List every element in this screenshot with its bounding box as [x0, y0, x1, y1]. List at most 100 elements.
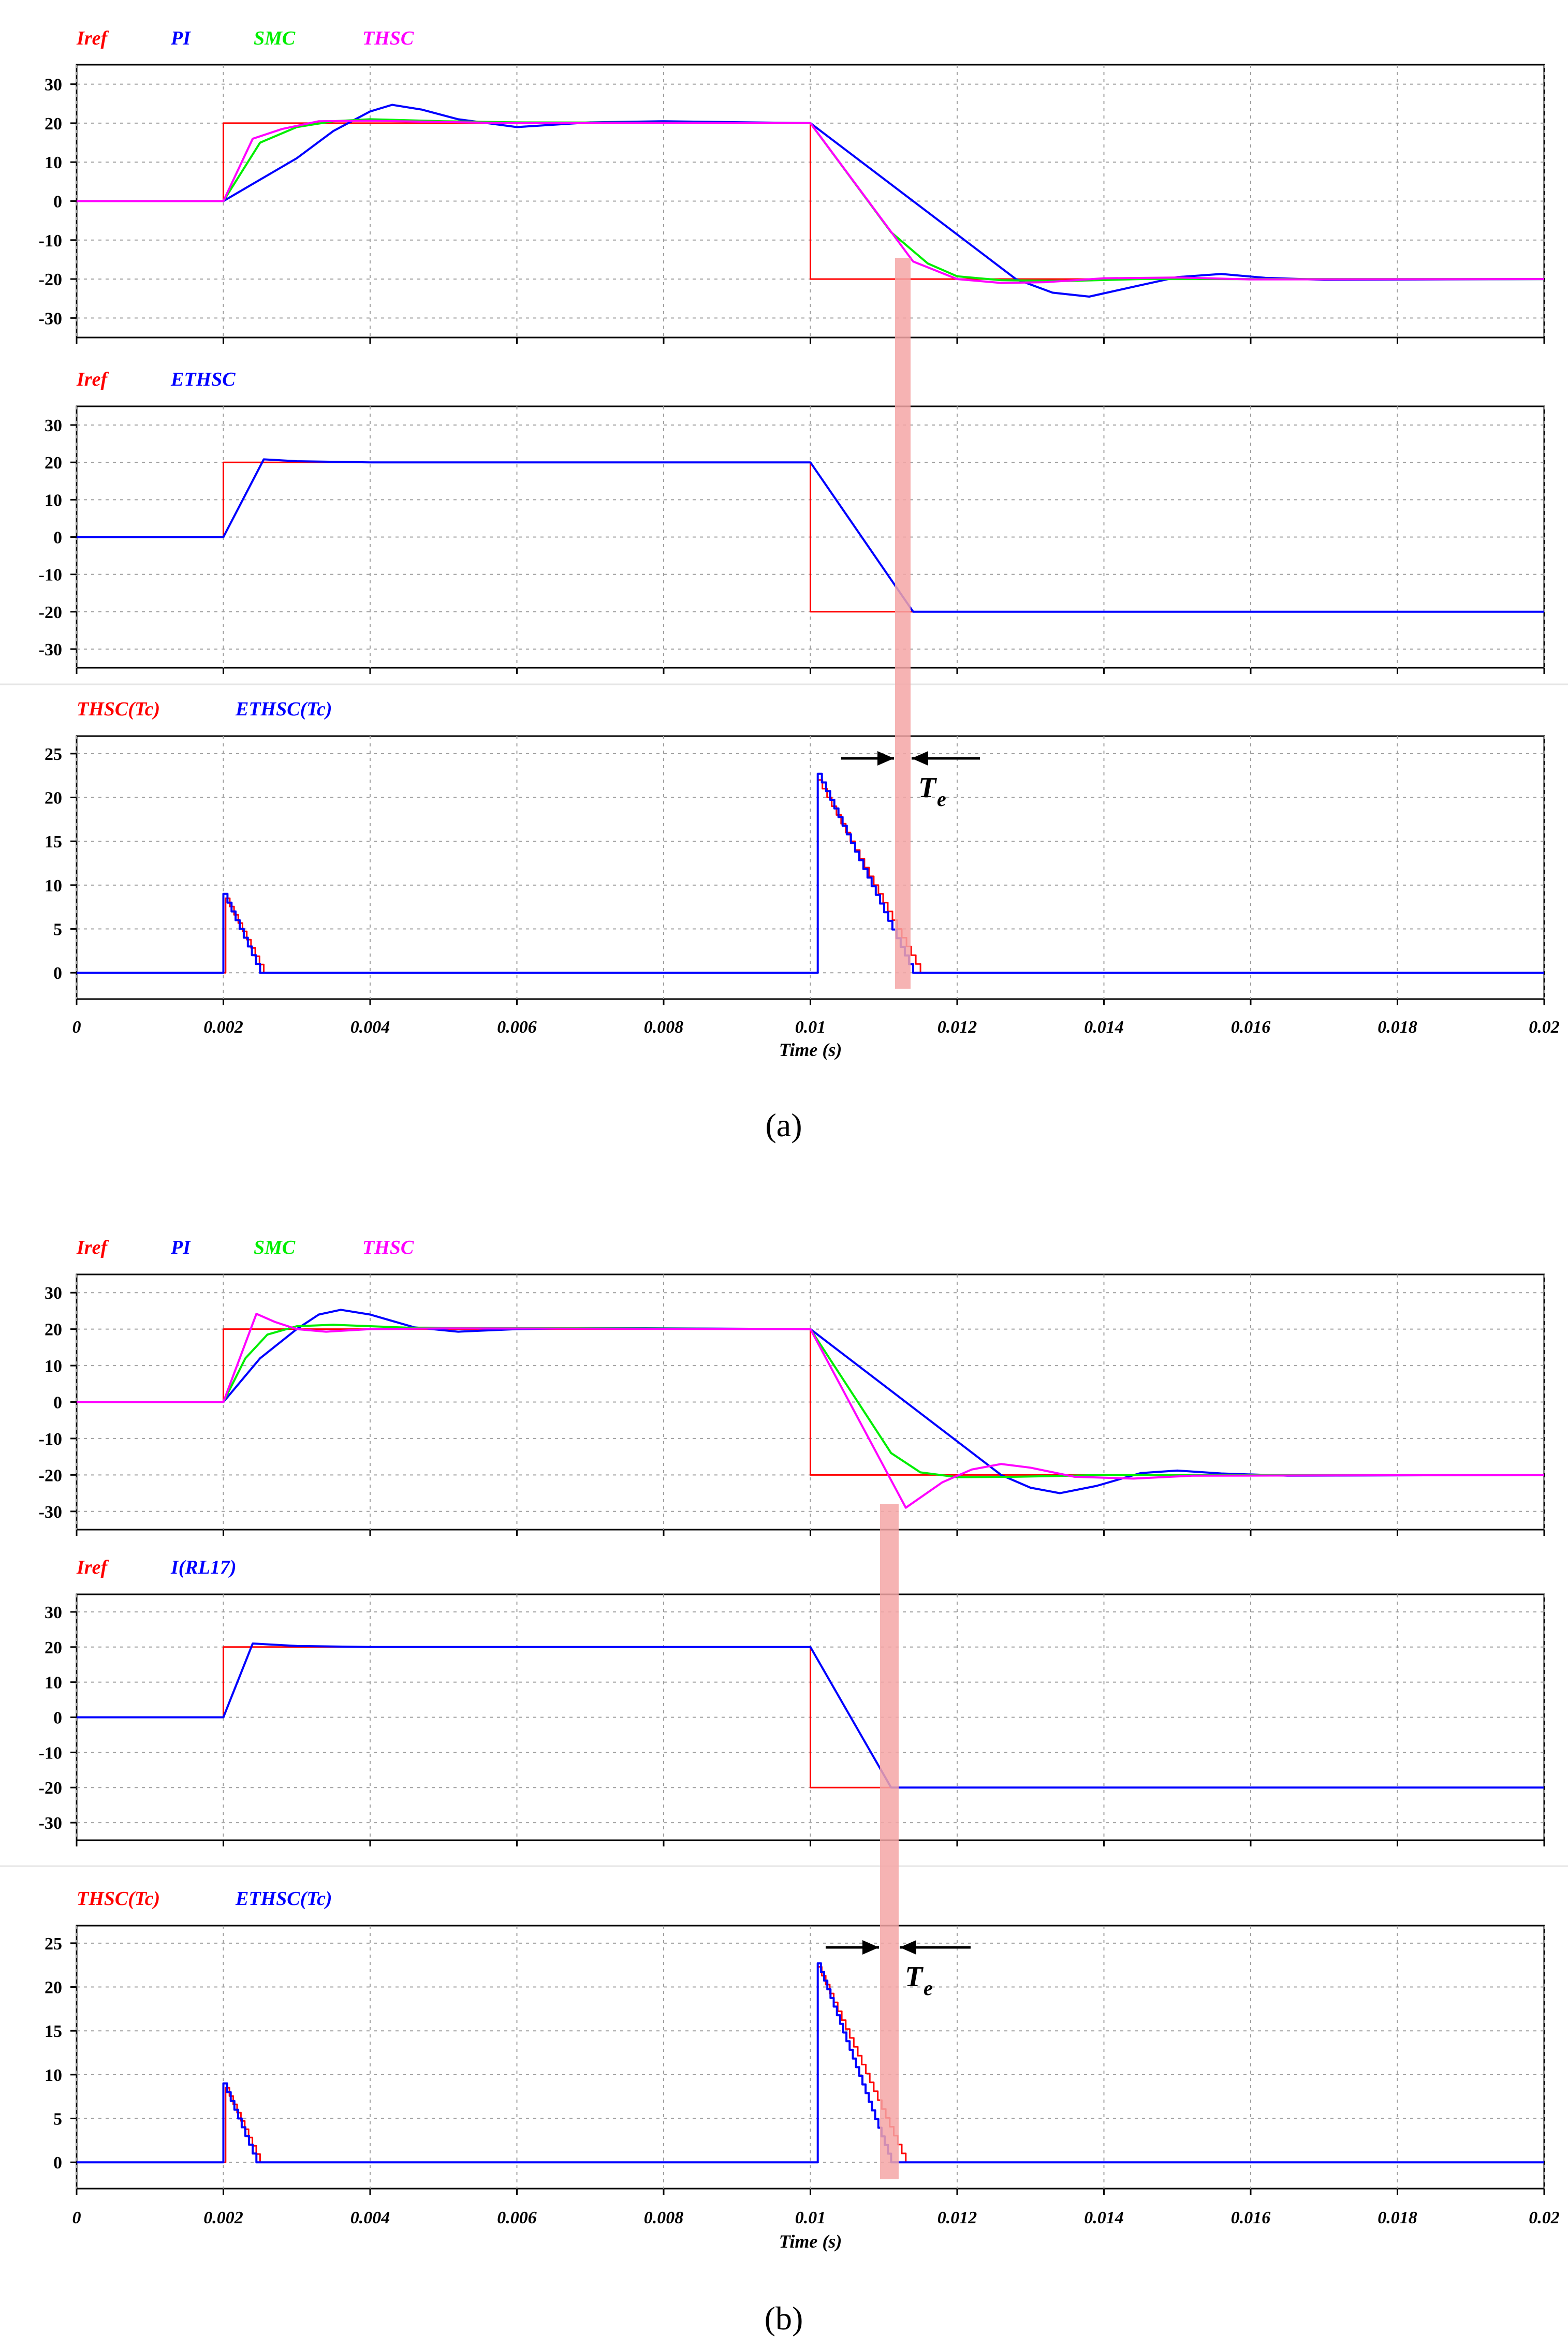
y-tick-label: 5 — [53, 2110, 62, 2129]
y-tick-label: -30 — [39, 1814, 62, 1833]
y-tick-label: -20 — [39, 1466, 62, 1485]
y-tick-label: 0 — [53, 964, 62, 983]
y-tick-label: -10 — [39, 1743, 62, 1763]
y-tick-label: 0 — [53, 529, 62, 548]
te-highlight-band — [880, 1504, 899, 2179]
legend-item: SMC — [254, 27, 296, 49]
x-tick-label: 0.006 — [497, 1018, 537, 1037]
y-tick-label: 15 — [45, 2022, 62, 2041]
x-tick-label: 0.01 — [795, 1018, 826, 1037]
y-tick-label: 20 — [45, 453, 62, 473]
subplot-2: Iref ETHSC 30 20 10 0 -10 -20 -30 — [39, 369, 1545, 674]
x-tick-label: 0.002 — [203, 1018, 243, 1037]
panel-caption: (b) — [765, 2300, 803, 2337]
legend-item: THSC(Tc) — [77, 698, 160, 720]
y-tick-label: 5 — [53, 920, 62, 940]
legend-item: ETHSC(Tc) — [235, 698, 332, 720]
subplot-6: THSC(Tc) ETHSC(Tc) 25 20 15 10 5 0 0 0.002 0.004 0.… — [45, 1888, 1560, 2252]
y-tick-label: 25 — [45, 1934, 62, 1954]
series-line-ethsc-tc- — [77, 1962, 1544, 2164]
x-tick-label: 0.014 — [1084, 2208, 1124, 2227]
y-tick-label: -30 — [39, 1503, 62, 1522]
legend-item: Iref — [76, 1557, 109, 1578]
legend-item: Iref — [76, 369, 109, 390]
subplot-3: THSC(Tc) ETHSC(Tc) 25 20 15 10 5 0 0 0.002 0.004 0.… — [45, 698, 1560, 1060]
x-tick-label: 0.016 — [1231, 1018, 1271, 1037]
legend-item: ETHSC — [170, 369, 236, 390]
y-tick-label: 30 — [45, 76, 62, 95]
x-tick-label: 0.006 — [497, 2208, 537, 2227]
legend-item: ETHSC(Tc) — [235, 1888, 332, 1910]
y-tick-label: 20 — [45, 789, 62, 808]
x-axis-label: Time (s) — [779, 2231, 842, 2252]
y-tick-label: 10 — [45, 153, 62, 172]
x-tick-label: 0.002 — [203, 2208, 243, 2227]
x-tick-label: 0.008 — [644, 2208, 684, 2227]
te-arrow-right — [900, 1940, 971, 1955]
y-tick-label: 20 — [45, 1978, 62, 1998]
y-tick-label: 25 — [45, 745, 62, 764]
y-tick-label: -10 — [39, 566, 62, 585]
x-tick-label: 0.004 — [350, 1018, 390, 1037]
legend-item: Iref — [76, 1237, 109, 1258]
y-tick-label: 30 — [45, 416, 62, 435]
y-tick-label: 10 — [45, 1357, 62, 1376]
y-tick-label: -30 — [39, 309, 62, 328]
x-tick-label: 0.004 — [350, 2208, 390, 2227]
te-symbol: T — [905, 1961, 924, 1993]
legend-item: THSC(Tc) — [77, 1888, 160, 1910]
legend-item: Iref — [76, 27, 109, 49]
series-line-pi — [77, 104, 1545, 298]
legend-item: THSC — [362, 1237, 414, 1258]
y-tick-label: 10 — [45, 876, 62, 896]
subplot-1: Iref PI SMC THSC 30 20 10 0 -10 -20 -30 — [39, 27, 1545, 344]
y-tick-label: -10 — [39, 1430, 62, 1449]
te-highlight-band — [895, 258, 911, 989]
y-tick-label: -20 — [39, 270, 62, 289]
y-tick-label: 20 — [45, 114, 62, 134]
x-tick-label: 0 — [72, 2208, 81, 2227]
te-subscript: e — [937, 787, 946, 811]
series-line-ethsc-tc- — [77, 772, 1544, 974]
y-tick-label: 0 — [53, 193, 62, 212]
legend-item: THSC — [362, 27, 414, 49]
x-tick-label: 0 — [72, 1018, 81, 1037]
legend-item: SMC — [254, 1237, 296, 1258]
y-tick-label: -20 — [39, 603, 62, 622]
x-tick-label: 0.016 — [1231, 2208, 1271, 2227]
legend-item: PI — [170, 27, 191, 49]
series-line-thsc — [77, 1313, 1545, 1509]
panel-caption: (a) — [765, 1107, 802, 1143]
x-tick-label: 0.01 — [795, 2208, 826, 2227]
x-tick-label: 0.008 — [644, 1018, 684, 1037]
y-tick-label: 15 — [45, 832, 62, 852]
y-tick-label: 20 — [45, 1321, 62, 1340]
x-tick-label: 0.018 — [1378, 2208, 1417, 2227]
x-axis-label: Time (s) — [779, 1039, 842, 1060]
legend-item: I(RL17) — [170, 1557, 237, 1578]
y-tick-label: -10 — [39, 231, 62, 251]
series-line-i-rl17- — [77, 1642, 1544, 1789]
x-tick-label: 0.012 — [937, 2208, 977, 2227]
te-subscript: e — [924, 1976, 933, 2000]
series-line-thsc — [77, 120, 1545, 284]
y-tick-label: 10 — [45, 491, 62, 510]
te-arrow-right — [912, 751, 980, 766]
legend-item: PI — [170, 1237, 191, 1258]
subplot-5: Iref I(RL17) 30 20 10 0 -10 -20 -30 — [39, 1557, 1545, 1846]
te-arrow-left — [841, 751, 894, 766]
y-tick-label: 0 — [53, 1393, 62, 1413]
x-tick-label: 0.012 — [937, 1018, 977, 1037]
y-tick-label: 30 — [45, 1284, 62, 1303]
y-tick-label: 10 — [45, 1674, 62, 1693]
y-tick-label: 0 — [53, 1709, 62, 1728]
y-tick-label: 10 — [45, 2066, 62, 2085]
te-symbol: T — [918, 772, 937, 804]
subplot-4: Iref PI SMC THSC 30 20 10 0 -10 -20 -30 — [39, 1237, 1545, 1536]
x-tick-label: 0.018 — [1378, 1018, 1417, 1037]
te-arrow-left — [826, 1940, 879, 1955]
y-tick-label: -30 — [39, 640, 62, 659]
y-tick-label: 30 — [45, 1603, 62, 1622]
